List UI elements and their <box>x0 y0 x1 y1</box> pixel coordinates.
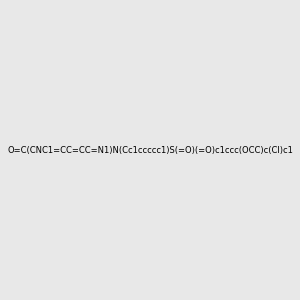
Text: O=C(CNC1=CC=CC=N1)N(Cc1ccccc1)S(=O)(=O)c1ccc(OCC)c(Cl)c1: O=C(CNC1=CC=CC=N1)N(Cc1ccccc1)S(=O)(=O)c… <box>7 146 293 154</box>
